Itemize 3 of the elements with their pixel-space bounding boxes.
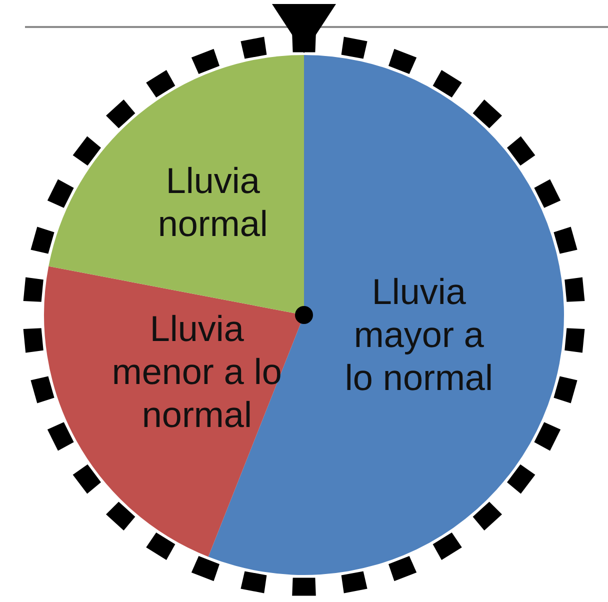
slice-label: Lluvia normal <box>158 160 268 244</box>
slice-label: Lluvia mayor a lo normal <box>344 270 493 398</box>
slice-label: Lluvia menor a lo normal <box>112 308 282 435</box>
